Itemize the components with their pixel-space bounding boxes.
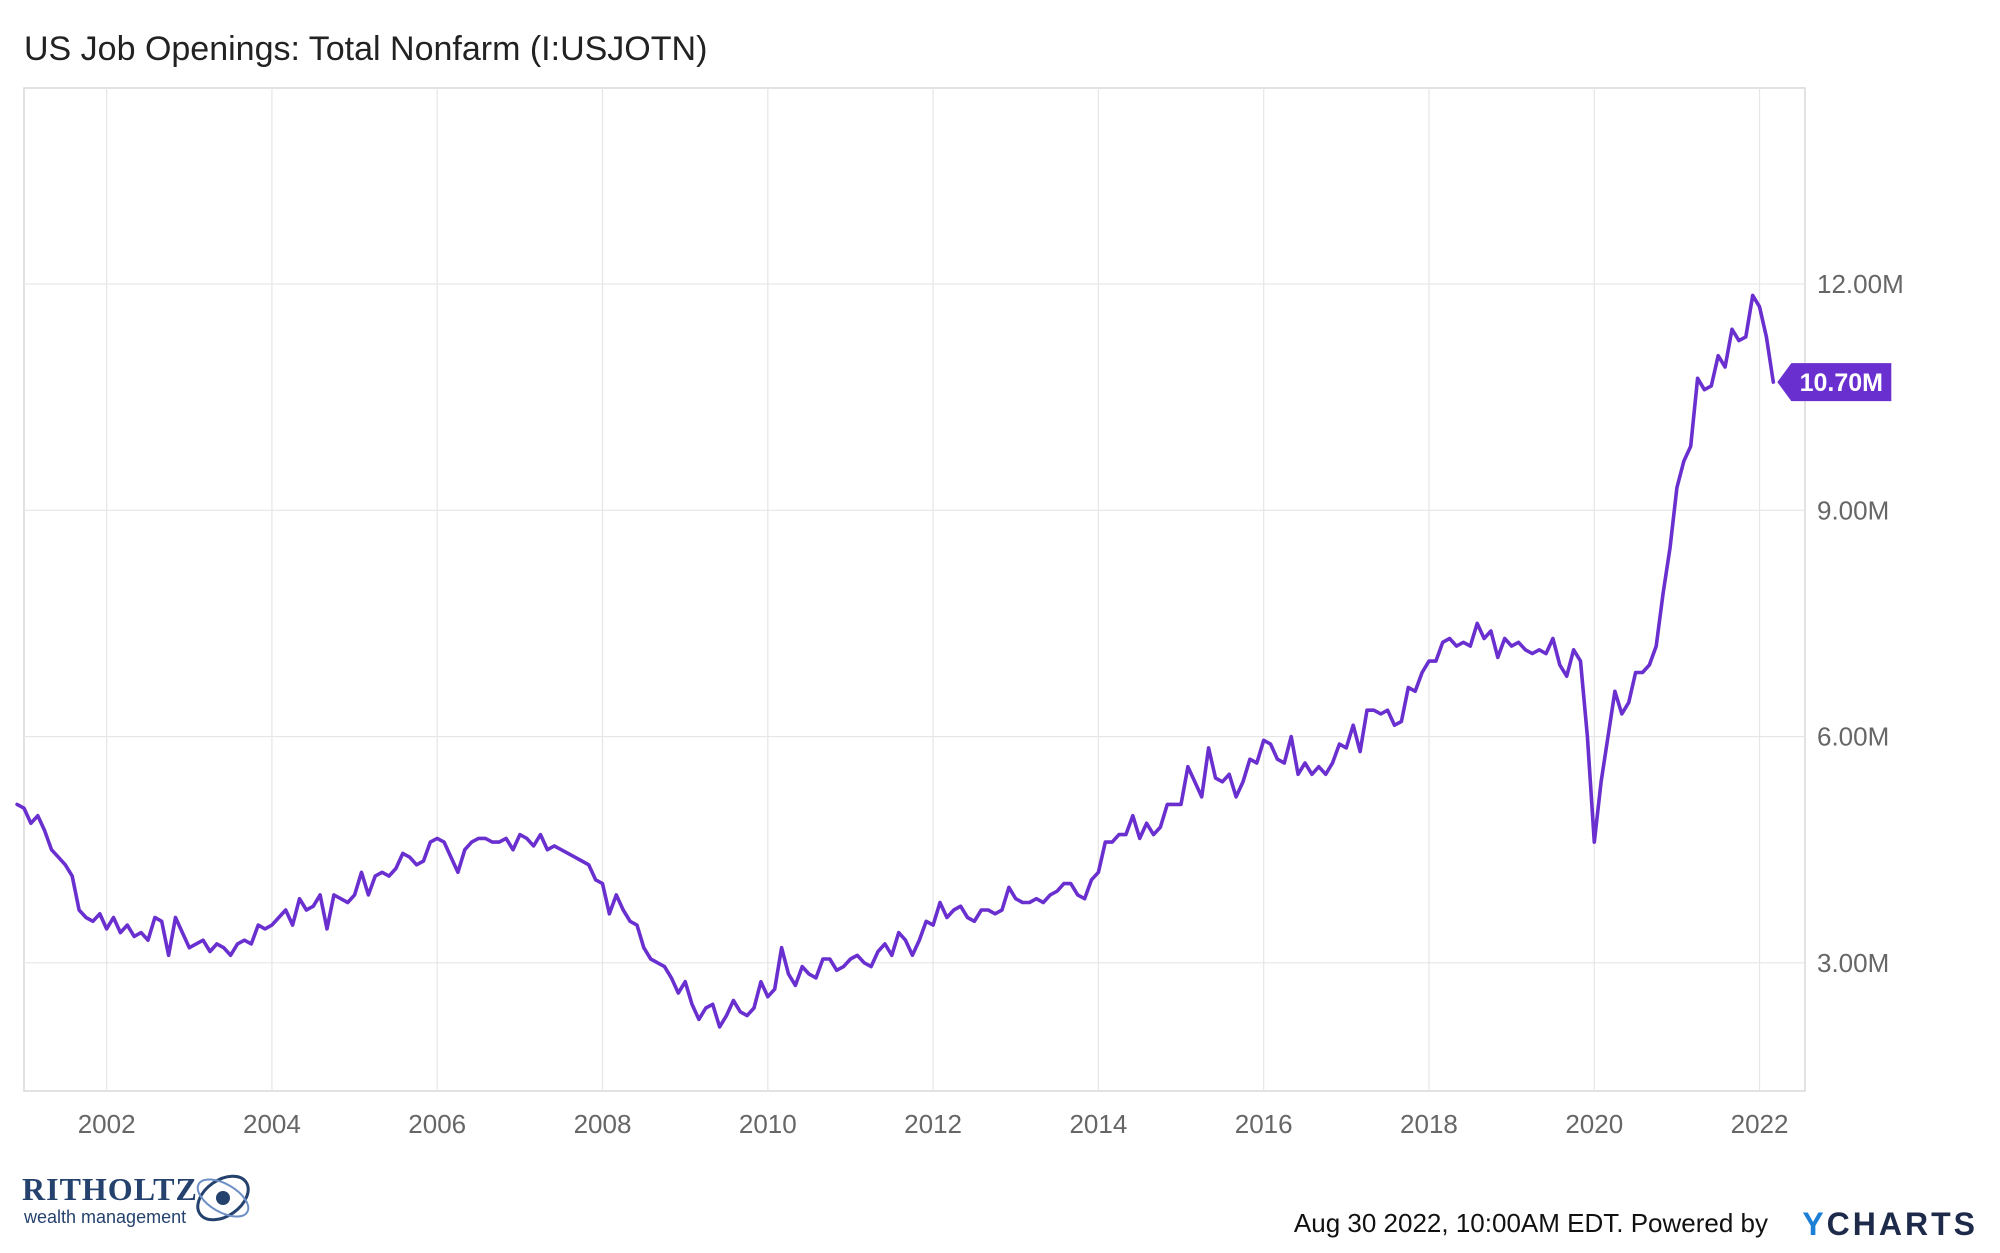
- x-tick-label: 2006: [408, 1109, 466, 1139]
- chart-title: US Job Openings: Total Nonfarm (I:USJOTN…: [24, 30, 708, 68]
- y-tick-label: 6.00M: [1817, 722, 1889, 752]
- ritholtz-logo: RITHOLTZ wealth management: [22, 1171, 262, 1233]
- last-value-badge: 10.70M: [1777, 363, 1892, 402]
- logo-name: RITHOLTZ: [22, 1171, 198, 1207]
- y-tick-label: 9.00M: [1817, 495, 1889, 525]
- tick-label-layer: 2002 2004 2006 2008 2010 2012 2014 2016 2018 2020…: [78, 269, 1904, 1139]
- x-tick-label: 2014: [1069, 1109, 1127, 1139]
- y-tick-label: 3.00M: [1817, 948, 1889, 978]
- x-tick-label: 2016: [1235, 1109, 1293, 1139]
- y-tick-label: 12.00M: [1817, 269, 1904, 299]
- x-tick-label: 2018: [1400, 1109, 1458, 1139]
- series-layer: [15, 293, 1776, 1029]
- logo-subtitle: wealth management: [24, 1207, 187, 1227]
- x-tick-label: 2020: [1565, 1109, 1623, 1139]
- ycharts-brand[interactable]: YCHARTS: [1802, 1206, 1978, 1243]
- x-tick-label: 2022: [1731, 1109, 1789, 1139]
- x-tick-label: 2010: [739, 1109, 797, 1139]
- brand-rest: CHARTS: [1826, 1206, 1978, 1242]
- brand-y: Y: [1802, 1206, 1827, 1242]
- job-openings-line: [15, 293, 1776, 1029]
- grid-layer: [24, 88, 1805, 1091]
- last-value-label: 10.70M: [1800, 369, 1883, 397]
- timestamp-credit: Aug 30 2022, 10:00AM EDT. Powered by: [1293, 1208, 1768, 1238]
- logo-emblem-icon: [196, 1174, 250, 1222]
- x-tick-label: 2012: [904, 1109, 962, 1139]
- x-tick-label: 2008: [574, 1109, 632, 1139]
- last-value-badge-shape: [1777, 363, 1892, 402]
- plot-frame: [23, 87, 1806, 1092]
- x-tick-label: 2002: [78, 1109, 136, 1139]
- x-tick-label: 2004: [243, 1109, 301, 1139]
